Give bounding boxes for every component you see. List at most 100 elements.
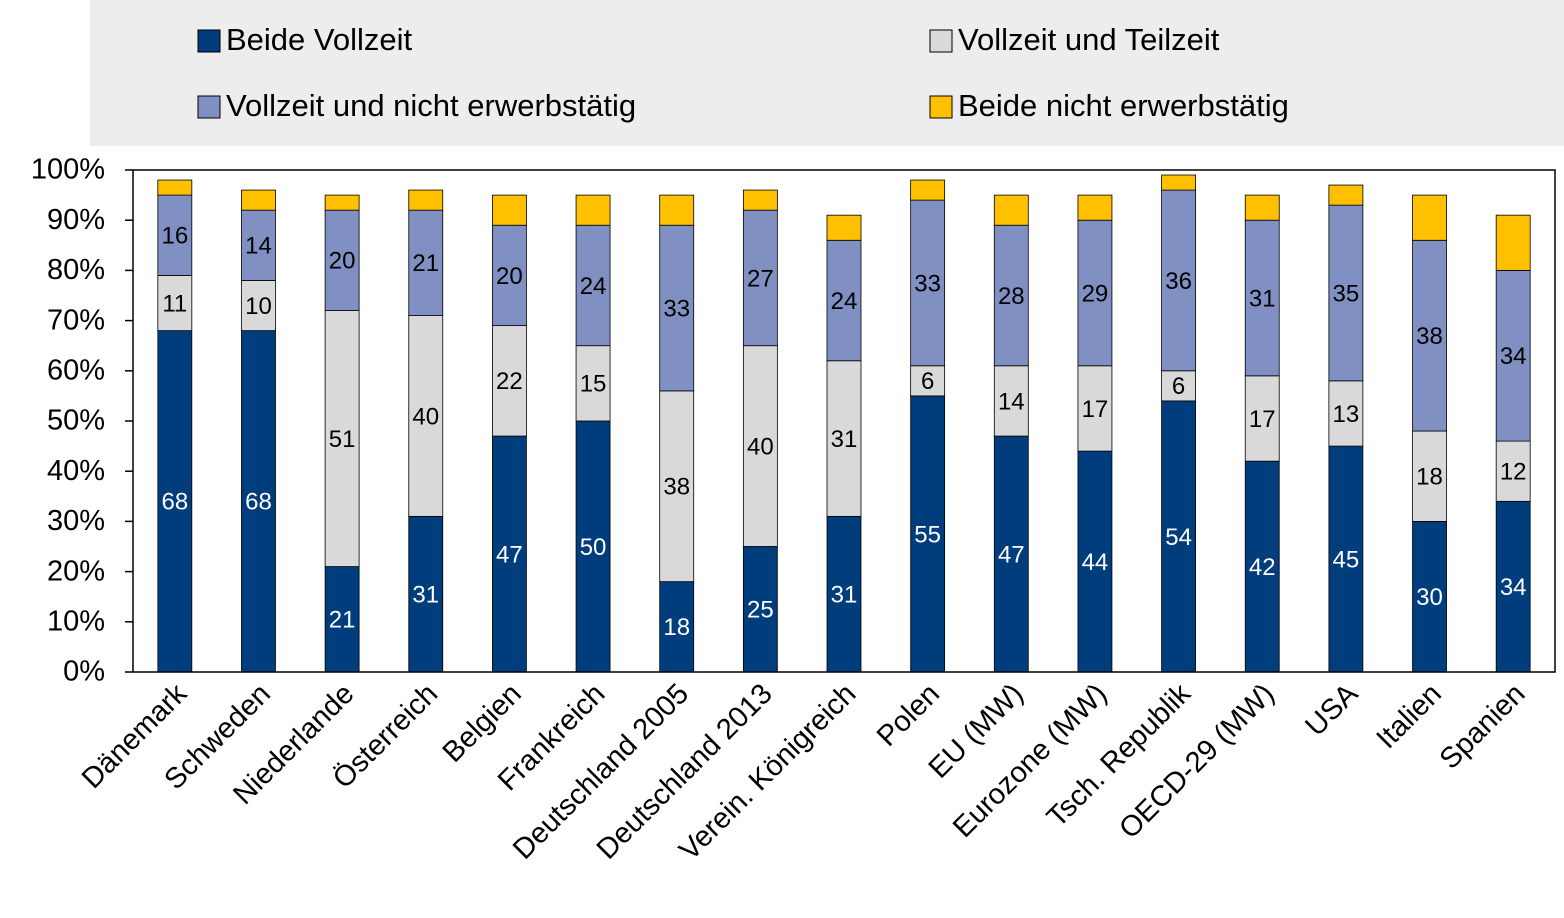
value-label: 16 bbox=[161, 223, 188, 250]
value-label: 54 bbox=[1165, 524, 1192, 551]
legend-swatch bbox=[929, 29, 953, 53]
bar-segment bbox=[408, 515, 444, 673]
bar-segment bbox=[575, 224, 611, 347]
x-tick-label: Spanien bbox=[1434, 678, 1532, 776]
bar-segment bbox=[993, 365, 1029, 437]
y-tick-label: 30% bbox=[47, 505, 105, 537]
value-label: 18 bbox=[663, 614, 690, 641]
value-label: 31 bbox=[1249, 285, 1276, 312]
value-label: 68 bbox=[245, 489, 272, 516]
value-label: 6 bbox=[921, 368, 934, 395]
value-label: 6 bbox=[1172, 373, 1185, 400]
value-label: 22 bbox=[496, 368, 523, 395]
bar-segment bbox=[1161, 400, 1196, 673]
x-tick-label: Polen bbox=[871, 678, 946, 753]
bar-segment bbox=[910, 395, 946, 673]
bar-segment bbox=[408, 189, 444, 211]
value-label: 35 bbox=[1333, 280, 1360, 307]
bar-segment bbox=[742, 546, 778, 673]
value-label: 11 bbox=[162, 290, 187, 317]
value-label: 29 bbox=[1082, 280, 1109, 307]
bar-segment bbox=[1328, 184, 1364, 206]
bar-segment bbox=[1244, 219, 1280, 377]
x-tick-label: OECD-29 (MW) bbox=[1113, 678, 1280, 845]
value-label: 21 bbox=[329, 607, 356, 634]
bar-segment bbox=[324, 194, 360, 211]
bar-segment bbox=[1077, 194, 1113, 221]
value-label: 44 bbox=[1082, 549, 1109, 576]
bar-segment bbox=[910, 365, 946, 397]
value-label: 38 bbox=[663, 474, 690, 501]
bar-segment bbox=[1412, 194, 1447, 241]
value-label: 34 bbox=[1500, 343, 1527, 370]
legend-swatch bbox=[197, 95, 221, 119]
value-label: 30 bbox=[1416, 584, 1443, 611]
bar-segment bbox=[659, 194, 695, 226]
bar-segment bbox=[659, 390, 695, 583]
value-label: 68 bbox=[161, 489, 188, 516]
value-label: 17 bbox=[1082, 396, 1109, 423]
y-tick-label: 70% bbox=[47, 304, 105, 336]
bar-segment bbox=[1495, 214, 1531, 271]
value-label: 24 bbox=[831, 288, 858, 315]
bar-segment bbox=[1161, 189, 1196, 372]
bar-segment bbox=[324, 566, 360, 673]
value-label: 50 bbox=[580, 534, 607, 561]
value-label: 10 bbox=[245, 293, 272, 320]
bar-segment bbox=[1495, 269, 1531, 442]
bar-segment bbox=[324, 209, 360, 311]
value-label: 42 bbox=[1249, 554, 1276, 581]
value-label: 40 bbox=[412, 403, 439, 430]
value-label: 18 bbox=[1416, 464, 1443, 491]
value-label: 20 bbox=[329, 248, 356, 275]
y-tick-label: 50% bbox=[47, 405, 105, 437]
bar-segment bbox=[910, 199, 946, 367]
bar-segment bbox=[575, 194, 611, 226]
bar-segment bbox=[1161, 174, 1196, 191]
bar-segment bbox=[826, 239, 862, 362]
value-label: 24 bbox=[580, 273, 607, 300]
value-label: 47 bbox=[998, 541, 1025, 568]
legend-label: Beide nicht erwerbstätig bbox=[958, 88, 1289, 123]
y-tick-label: 100% bbox=[31, 154, 105, 186]
value-label: 40 bbox=[747, 433, 774, 460]
bar-segment bbox=[659, 581, 695, 673]
value-label: 33 bbox=[663, 295, 690, 322]
value-label: 31 bbox=[831, 426, 858, 453]
x-tick-label: USA bbox=[1299, 677, 1364, 742]
x-tick-label: Tsch. Republik bbox=[1041, 677, 1197, 833]
bar-segment bbox=[1412, 521, 1447, 673]
legend-swatch bbox=[929, 95, 953, 119]
bar-segment bbox=[492, 194, 527, 226]
legend-label: Vollzeit und nicht erwerbstätig bbox=[226, 88, 636, 123]
bar-segment bbox=[575, 420, 611, 673]
bar-segment bbox=[324, 310, 360, 567]
y-tick-label: 60% bbox=[47, 354, 105, 386]
bar-segment bbox=[1244, 194, 1280, 221]
value-label: 31 bbox=[831, 582, 858, 609]
bar-segment bbox=[826, 360, 862, 517]
bar-segment bbox=[742, 189, 778, 211]
value-label: 45 bbox=[1333, 546, 1360, 573]
y-tick-label: 90% bbox=[47, 204, 105, 236]
bar-segment bbox=[1244, 375, 1280, 462]
value-label: 38 bbox=[1416, 323, 1443, 350]
value-label: 13 bbox=[1333, 401, 1360, 428]
value-label: 33 bbox=[914, 270, 941, 297]
bar-segment bbox=[241, 280, 276, 332]
bar-segment bbox=[993, 224, 1029, 367]
value-label: 27 bbox=[747, 265, 774, 292]
legend-label: Vollzeit und Teilzeit bbox=[958, 22, 1220, 57]
value-label: 14 bbox=[998, 388, 1025, 415]
bar-segment bbox=[492, 435, 527, 673]
bar-segment bbox=[1328, 445, 1364, 673]
y-tick-label: 0% bbox=[63, 656, 105, 688]
bar-segment bbox=[910, 179, 946, 201]
bar-segment bbox=[241, 330, 276, 673]
value-label: 12 bbox=[1500, 459, 1527, 486]
value-label: 55 bbox=[914, 521, 941, 548]
value-label: 31 bbox=[412, 582, 439, 609]
bar-segment bbox=[1161, 370, 1196, 402]
bar-segment bbox=[1495, 440, 1531, 502]
